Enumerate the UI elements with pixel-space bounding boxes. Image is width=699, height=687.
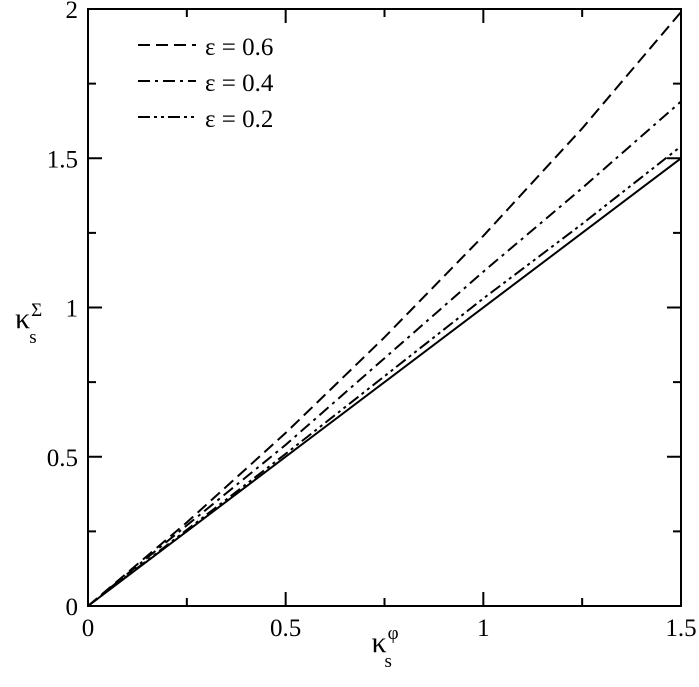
axis-ticks [87, 8, 682, 607]
y-tick-label: 2 [66, 0, 79, 24]
legend-label-1: ε = 0.6 [205, 34, 273, 61]
x-tick-label: 0 [82, 615, 95, 642]
y-tick-label: 1 [66, 296, 79, 323]
y-axis-label-subscript: s [29, 327, 36, 348]
series-line-2 [87, 100, 682, 607]
x-axis-label-base: κ [371, 626, 386, 659]
series-lines [87, 11, 682, 607]
x-axis-label: κφ s [371, 623, 398, 672]
x-tick-label: 1 [477, 615, 490, 642]
y-axis-label-base: κ [15, 302, 30, 335]
legend-label-3: ε = 0.2 [205, 106, 273, 133]
y-tick-label: 0 [66, 594, 79, 621]
legend-label-2: ε = 0.4 [205, 70, 274, 97]
plot-frame [87, 8, 682, 607]
x-axis-label-superscript: φ [388, 623, 399, 644]
series-line-1 [87, 11, 682, 607]
y-axis-label: κΣ s [15, 300, 42, 348]
x-axis-label-subscript: s [385, 651, 392, 672]
legend: ε = 0.6 ε = 0.4 ε = 0.2 [138, 34, 274, 133]
series-line-4 [87, 157, 682, 607]
x-tick-label: 1.5 [665, 615, 696, 642]
series-line-3 [87, 145, 682, 607]
tick-labels: 0 0.5 1 1.5 0 0.5 1 1.5 2 [47, 0, 697, 642]
y-tick-label: 0.5 [47, 445, 78, 472]
y-tick-label: 1.5 [47, 146, 78, 173]
x-tick-label: 0.5 [270, 615, 301, 642]
y-axis-label-superscript: Σ [31, 300, 42, 321]
